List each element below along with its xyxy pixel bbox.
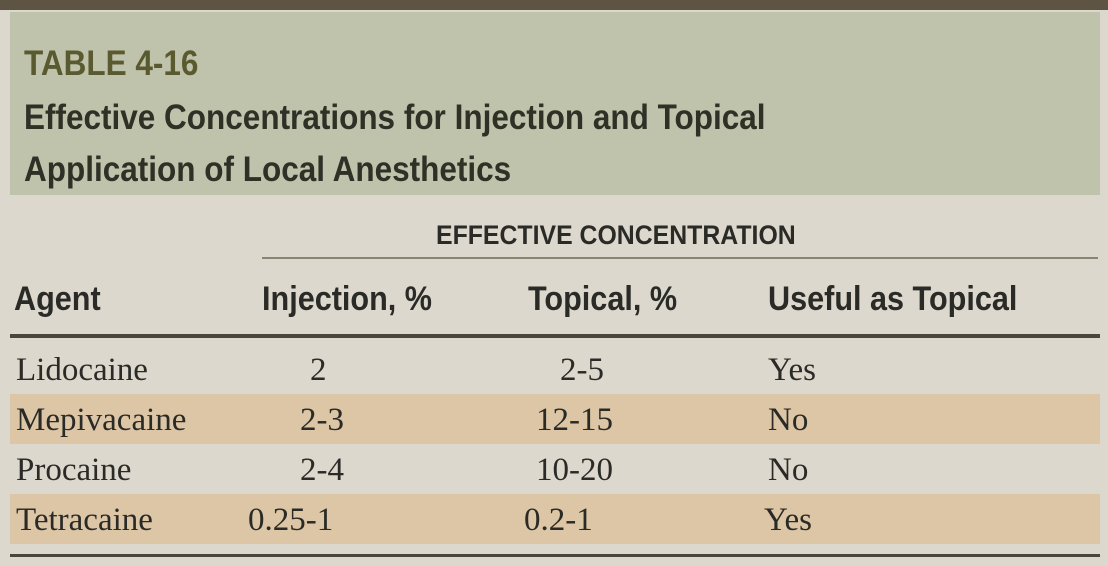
cell-agent: Lidocaine (16, 352, 148, 388)
cell-useful: No (768, 402, 809, 438)
cell-injection: 2-3 (300, 402, 344, 438)
table-title-line1: Effective Concentrations for Injection a… (24, 98, 766, 137)
column-header-useful: Useful as Topical (768, 280, 1018, 318)
cell-useful: Yes (764, 502, 813, 538)
cell-topical: 0.2-1 (524, 502, 593, 538)
table-row: Mepivacaine 2-3 12-15 No (10, 394, 1100, 444)
table-row: Procaine 2-4 10-20 No (10, 444, 1100, 494)
cell-topical: 10-20 (536, 452, 613, 488)
group-header: EFFECTIVE CONCENTRATION (436, 220, 796, 250)
bottom-rule (10, 554, 1100, 557)
table-title-line2: Application of Local Anesthetics (24, 150, 512, 189)
column-header-agent: Agent (14, 280, 101, 318)
cell-injection: 2-4 (300, 452, 344, 488)
cell-topical: 12-15 (536, 402, 613, 438)
cell-agent: Mepivacaine (16, 402, 187, 438)
column-header-injection: Injection, % (262, 280, 433, 318)
table-number: TABLE 4-16 (24, 44, 199, 83)
cell-topical: 2-5 (560, 352, 604, 388)
cell-useful: Yes (768, 352, 817, 388)
cell-agent: Tetracaine (16, 502, 153, 538)
table-header-band: TABLE 4-16 Effective Concentrations for … (10, 12, 1100, 195)
cell-useful: No (768, 452, 809, 488)
header-rule (10, 334, 1100, 338)
page-edge (0, 0, 1108, 10)
table-row: Lidocaine 2 2-5 Yes (10, 344, 1100, 394)
cell-injection: 2 (310, 352, 327, 388)
column-header-topical: Topical, % (528, 280, 678, 318)
cell-agent: Procaine (16, 452, 132, 488)
table-row: Tetracaine 0.25-1 0.2-1 Yes (10, 494, 1100, 544)
group-rule (262, 257, 1098, 259)
cell-injection: 0.25-1 (248, 502, 334, 538)
